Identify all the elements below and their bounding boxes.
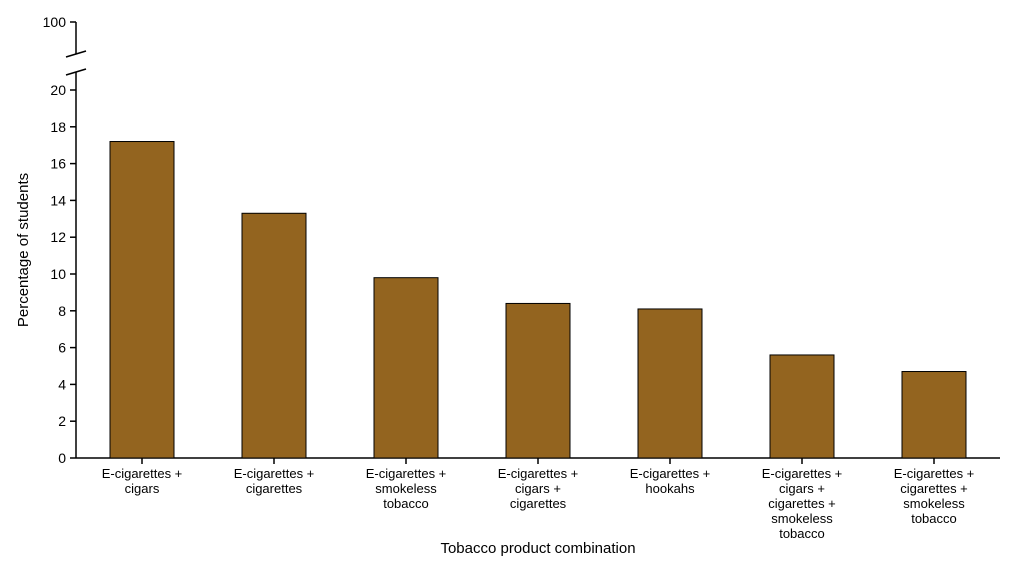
- bar: [638, 309, 702, 458]
- category-label: E-cigarettes +: [630, 466, 711, 481]
- category-label: tobacco: [383, 496, 429, 511]
- bar: [374, 278, 438, 458]
- category-label: cigarettes +: [900, 481, 968, 496]
- category-label: smokeless: [375, 481, 437, 496]
- x-axis-label: Tobacco product combination: [440, 540, 635, 557]
- category-label: tobacco: [911, 511, 957, 526]
- ytick-label: 6: [58, 340, 66, 356]
- category-label: cigars +: [515, 481, 561, 496]
- category-label: cigarettes: [510, 496, 567, 511]
- category-label: E-cigarettes +: [366, 466, 447, 481]
- ytick-label: 8: [58, 303, 66, 319]
- ytick-label: 20: [50, 82, 66, 98]
- category-label: tobacco: [779, 526, 825, 541]
- ytick-label: 4: [58, 376, 66, 392]
- ytick-label: 16: [50, 156, 66, 172]
- category-label: hookahs: [645, 481, 695, 496]
- category-label: cigarettes +: [768, 496, 836, 511]
- chart-container: 0 2 4 6 8 10 12 14 16 18 20 100 Percentage of studen…: [10, 10, 1010, 559]
- category-label: E-cigarettes +: [894, 466, 975, 481]
- ytick-label: 18: [50, 119, 66, 135]
- category-label: E-cigarettes +: [234, 466, 315, 481]
- ytick-label: 0: [58, 450, 66, 466]
- bar: [902, 372, 966, 458]
- category-label: E-cigarettes +: [762, 466, 843, 481]
- ytick-label: 100: [43, 14, 67, 30]
- bar: [110, 142, 174, 458]
- category-label: smokeless: [771, 511, 833, 526]
- category-label: cigarettes: [246, 481, 303, 496]
- ytick-label: 10: [50, 266, 66, 282]
- category-label: E-cigarettes +: [498, 466, 579, 481]
- category-label: E-cigarettes +: [102, 466, 183, 481]
- y-axis-label: Percentage of students: [15, 173, 32, 327]
- ytick-label: 12: [50, 229, 66, 245]
- category-label: smokeless: [903, 496, 965, 511]
- bar: [242, 213, 306, 458]
- bar: [506, 303, 570, 458]
- ytick-label: 14: [50, 192, 66, 208]
- bar: [770, 355, 834, 458]
- category-label: cigars: [125, 481, 160, 496]
- category-label: cigars +: [779, 481, 825, 496]
- ytick-label: 2: [58, 413, 66, 429]
- bar-chart: 0 2 4 6 8 10 12 14 16 18 20 100 Percentage of studen…: [10, 10, 1010, 559]
